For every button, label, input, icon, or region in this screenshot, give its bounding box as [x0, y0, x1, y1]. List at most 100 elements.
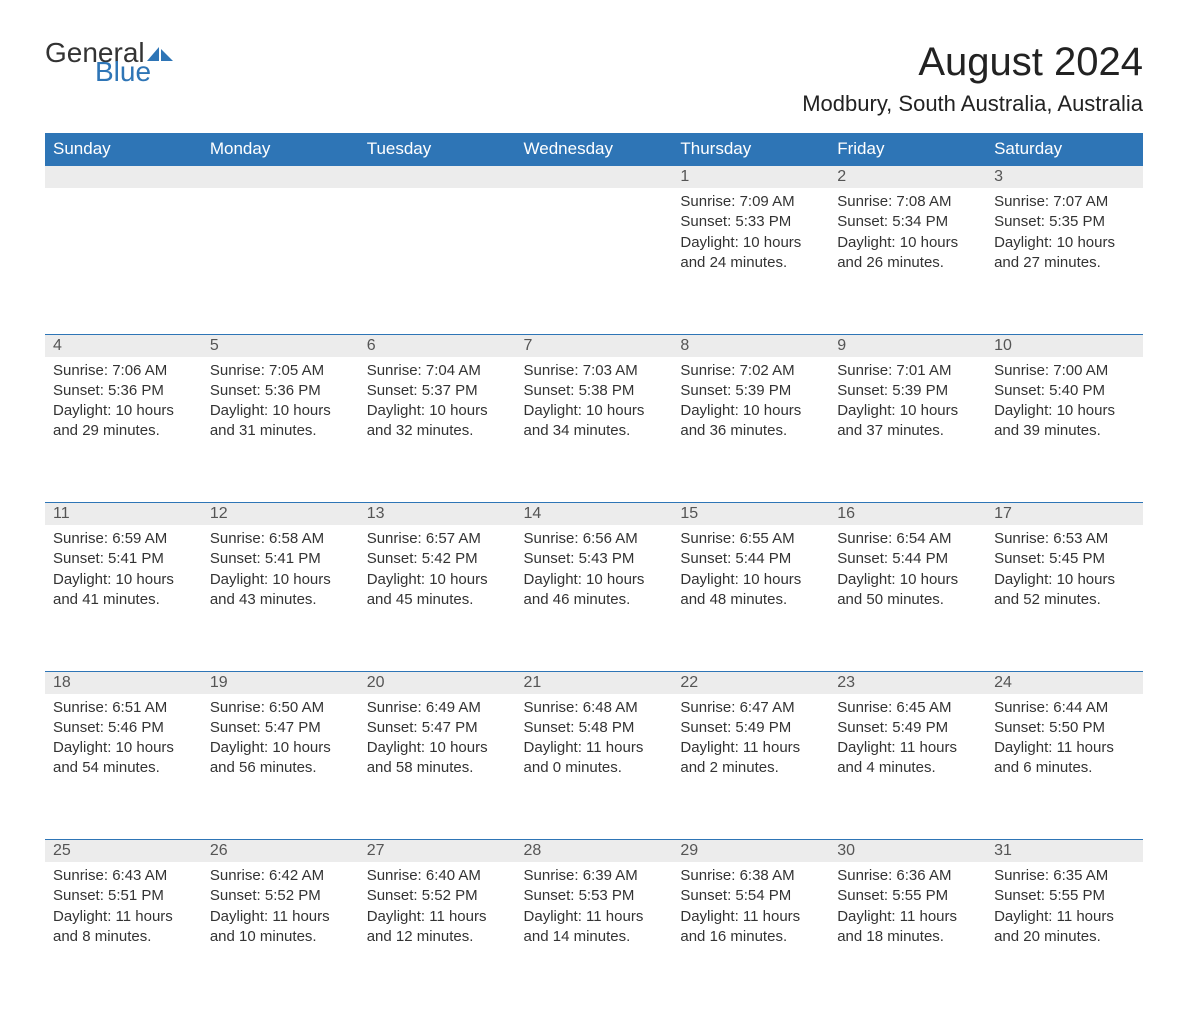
day-detail-cell: Sunrise: 6:47 AMSunset: 5:49 PMDaylight:… — [672, 694, 829, 822]
day-detail-cell: Sunrise: 7:02 AMSunset: 5:39 PMDaylight:… — [672, 357, 829, 485]
week-spacer — [45, 485, 1143, 503]
day-detail-cell: Sunrise: 6:49 AMSunset: 5:47 PMDaylight:… — [359, 694, 516, 822]
day-detail-text: Sunrise: 7:09 AMSunset: 5:33 PMDaylight:… — [672, 188, 829, 273]
week-daynum-row: 45678910 — [45, 334, 1143, 357]
day-number-cell: 12 — [202, 503, 359, 526]
day-detail-text: Sunrise: 7:02 AMSunset: 5:39 PMDaylight:… — [672, 357, 829, 442]
day-detail-text: Sunrise: 7:01 AMSunset: 5:39 PMDaylight:… — [829, 357, 986, 442]
col-thursday: Thursday — [672, 133, 829, 166]
day-detail-cell: Sunrise: 6:42 AMSunset: 5:52 PMDaylight:… — [202, 862, 359, 990]
day-number-cell: 18 — [45, 671, 202, 694]
col-friday: Friday — [829, 133, 986, 166]
page-title: August 2024 — [918, 40, 1143, 85]
day-detail-cell: Sunrise: 6:51 AMSunset: 5:46 PMDaylight:… — [45, 694, 202, 822]
day-number-cell: 14 — [516, 503, 673, 526]
day-detail-cell: Sunrise: 6:35 AMSunset: 5:55 PMDaylight:… — [986, 862, 1143, 990]
day-detail-cell: Sunrise: 6:55 AMSunset: 5:44 PMDaylight:… — [672, 525, 829, 653]
day-detail-cell: Sunrise: 7:03 AMSunset: 5:38 PMDaylight:… — [516, 357, 673, 485]
day-detail-cell: Sunrise: 6:48 AMSunset: 5:48 PMDaylight:… — [516, 694, 673, 822]
day-number-cell: 2 — [829, 166, 986, 189]
day-number-cell — [202, 166, 359, 189]
day-number-cell: 23 — [829, 671, 986, 694]
day-detail-cell: Sunrise: 6:54 AMSunset: 5:44 PMDaylight:… — [829, 525, 986, 653]
day-number-cell — [359, 166, 516, 189]
day-detail-text: Sunrise: 7:04 AMSunset: 5:37 PMDaylight:… — [359, 357, 516, 442]
day-detail-text: Sunrise: 7:00 AMSunset: 5:40 PMDaylight:… — [986, 357, 1143, 442]
day-number-cell: 29 — [672, 840, 829, 863]
day-number-cell — [516, 166, 673, 189]
day-detail-cell: Sunrise: 6:45 AMSunset: 5:49 PMDaylight:… — [829, 694, 986, 822]
day-number-cell: 17 — [986, 503, 1143, 526]
week-spacer — [45, 653, 1143, 671]
day-number-cell: 7 — [516, 334, 673, 357]
day-detail-text: Sunrise: 7:06 AMSunset: 5:36 PMDaylight:… — [45, 357, 202, 442]
day-detail-cell: Sunrise: 6:59 AMSunset: 5:41 PMDaylight:… — [45, 525, 202, 653]
day-detail-text: Sunrise: 6:50 AMSunset: 5:47 PMDaylight:… — [202, 694, 359, 779]
day-detail-cell — [516, 188, 673, 316]
day-detail-cell: Sunrise: 6:53 AMSunset: 5:45 PMDaylight:… — [986, 525, 1143, 653]
week-detail-row: Sunrise: 6:43 AMSunset: 5:51 PMDaylight:… — [45, 862, 1143, 990]
day-detail-text: Sunrise: 6:44 AMSunset: 5:50 PMDaylight:… — [986, 694, 1143, 779]
day-number-cell: 8 — [672, 334, 829, 357]
day-detail-cell: Sunrise: 7:08 AMSunset: 5:34 PMDaylight:… — [829, 188, 986, 316]
day-detail-cell — [45, 188, 202, 316]
day-detail-text: Sunrise: 6:40 AMSunset: 5:52 PMDaylight:… — [359, 862, 516, 947]
day-detail-text: Sunrise: 6:43 AMSunset: 5:51 PMDaylight:… — [45, 862, 202, 947]
day-detail-cell: Sunrise: 7:04 AMSunset: 5:37 PMDaylight:… — [359, 357, 516, 485]
day-detail-cell: Sunrise: 7:09 AMSunset: 5:33 PMDaylight:… — [672, 188, 829, 316]
day-number-cell: 31 — [986, 840, 1143, 863]
day-detail-text: Sunrise: 7:08 AMSunset: 5:34 PMDaylight:… — [829, 188, 986, 273]
page-subtitle: Modbury, South Australia, Australia — [45, 91, 1143, 117]
day-detail-cell: Sunrise: 7:00 AMSunset: 5:40 PMDaylight:… — [986, 357, 1143, 485]
day-detail-text: Sunrise: 6:49 AMSunset: 5:47 PMDaylight:… — [359, 694, 516, 779]
weekday-header-row: Sunday Monday Tuesday Wednesday Thursday… — [45, 133, 1143, 166]
week-spacer — [45, 822, 1143, 840]
day-detail-text: Sunrise: 6:38 AMSunset: 5:54 PMDaylight:… — [672, 862, 829, 947]
day-detail-cell — [359, 188, 516, 316]
day-detail-cell: Sunrise: 7:05 AMSunset: 5:36 PMDaylight:… — [202, 357, 359, 485]
day-detail-cell: Sunrise: 6:44 AMSunset: 5:50 PMDaylight:… — [986, 694, 1143, 822]
logo-text-blue: Blue — [95, 59, 175, 84]
day-detail-text: Sunrise: 6:55 AMSunset: 5:44 PMDaylight:… — [672, 525, 829, 610]
col-sunday: Sunday — [45, 133, 202, 166]
day-detail-text: Sunrise: 6:57 AMSunset: 5:42 PMDaylight:… — [359, 525, 516, 610]
week-daynum-row: 11121314151617 — [45, 503, 1143, 526]
day-detail-text: Sunrise: 7:03 AMSunset: 5:38 PMDaylight:… — [516, 357, 673, 442]
day-detail-text: Sunrise: 6:39 AMSunset: 5:53 PMDaylight:… — [516, 862, 673, 947]
week-detail-row: Sunrise: 7:09 AMSunset: 5:33 PMDaylight:… — [45, 188, 1143, 316]
day-number-cell: 9 — [829, 334, 986, 357]
day-detail-text: Sunrise: 6:47 AMSunset: 5:49 PMDaylight:… — [672, 694, 829, 779]
day-number-cell: 10 — [986, 334, 1143, 357]
week-spacer — [45, 316, 1143, 334]
day-number-cell: 11 — [45, 503, 202, 526]
day-detail-text: Sunrise: 7:05 AMSunset: 5:36 PMDaylight:… — [202, 357, 359, 442]
day-number-cell: 25 — [45, 840, 202, 863]
day-detail-text: Sunrise: 6:56 AMSunset: 5:43 PMDaylight:… — [516, 525, 673, 610]
day-number-cell: 30 — [829, 840, 986, 863]
day-detail-text: Sunrise: 6:48 AMSunset: 5:48 PMDaylight:… — [516, 694, 673, 779]
week-detail-row: Sunrise: 6:51 AMSunset: 5:46 PMDaylight:… — [45, 694, 1143, 822]
day-detail-cell: Sunrise: 6:58 AMSunset: 5:41 PMDaylight:… — [202, 525, 359, 653]
day-detail-cell: Sunrise: 7:01 AMSunset: 5:39 PMDaylight:… — [829, 357, 986, 485]
day-number-cell: 21 — [516, 671, 673, 694]
day-detail-text: Sunrise: 7:07 AMSunset: 5:35 PMDaylight:… — [986, 188, 1143, 273]
day-number-cell: 16 — [829, 503, 986, 526]
week-detail-row: Sunrise: 6:59 AMSunset: 5:41 PMDaylight:… — [45, 525, 1143, 653]
day-number-cell: 5 — [202, 334, 359, 357]
day-number-cell: 4 — [45, 334, 202, 357]
day-detail-cell: Sunrise: 6:39 AMSunset: 5:53 PMDaylight:… — [516, 862, 673, 990]
day-number-cell: 15 — [672, 503, 829, 526]
col-saturday: Saturday — [986, 133, 1143, 166]
day-detail-cell: Sunrise: 6:50 AMSunset: 5:47 PMDaylight:… — [202, 694, 359, 822]
day-number-cell: 20 — [359, 671, 516, 694]
day-detail-cell: Sunrise: 7:07 AMSunset: 5:35 PMDaylight:… — [986, 188, 1143, 316]
week-daynum-row: 25262728293031 — [45, 840, 1143, 863]
calendar-table: Sunday Monday Tuesday Wednesday Thursday… — [45, 133, 1143, 990]
day-detail-cell: Sunrise: 6:56 AMSunset: 5:43 PMDaylight:… — [516, 525, 673, 653]
col-monday: Monday — [202, 133, 359, 166]
day-detail-cell: Sunrise: 6:36 AMSunset: 5:55 PMDaylight:… — [829, 862, 986, 990]
day-number-cell: 19 — [202, 671, 359, 694]
day-detail-cell: Sunrise: 6:40 AMSunset: 5:52 PMDaylight:… — [359, 862, 516, 990]
day-number-cell: 26 — [202, 840, 359, 863]
day-detail-cell: Sunrise: 6:43 AMSunset: 5:51 PMDaylight:… — [45, 862, 202, 990]
